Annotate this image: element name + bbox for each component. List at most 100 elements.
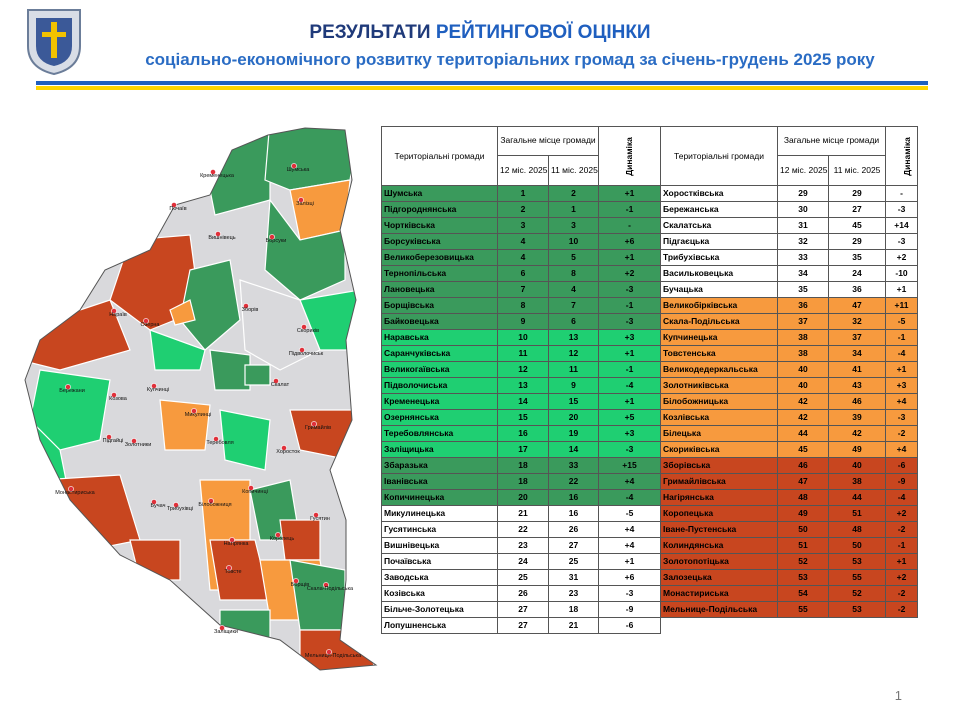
table-cell: 1	[497, 185, 549, 202]
table-cell: 50	[827, 537, 887, 554]
header-cell: Динаміка	[885, 126, 919, 186]
table-cell: 39	[827, 409, 887, 426]
table-cell: 10	[497, 329, 549, 346]
table-cell: 6	[547, 313, 600, 330]
map: Кременецька Шумська Почаїв Вишнівець Борсуки…	[24, 127, 377, 671]
table-cell: 46	[777, 457, 829, 474]
table-cell: +4	[885, 393, 919, 410]
table-row: Борщівська 8 7 -1	[381, 297, 662, 314]
map-label: Бережани	[59, 388, 85, 394]
map-dot	[106, 434, 112, 440]
stripe-blue	[36, 81, 928, 85]
table-cell: -	[885, 185, 919, 202]
table-cell: 11	[497, 345, 549, 362]
header-row: Територіальні громади Загальне місце гром…	[381, 126, 662, 186]
table-row: Білобожницька 42 46 +4	[660, 393, 919, 410]
table-row: Іване-Пустенська 50 48 -2	[660, 521, 919, 538]
table-cell: +1	[598, 553, 662, 570]
map-region	[289, 179, 351, 241]
map-label: Скала-Подільська	[307, 586, 354, 592]
table-cell: 35	[777, 281, 829, 298]
map-region	[169, 299, 196, 326]
map-dot	[275, 532, 281, 538]
map-dot	[298, 197, 304, 203]
table-cell: +2	[885, 569, 919, 586]
table-cell: Бучацька	[660, 281, 778, 298]
table-cell: 49	[827, 441, 887, 458]
table-cell: 25	[547, 553, 600, 570]
table-cell: Гусятинська	[381, 521, 498, 538]
table-cell: Хоростківська	[660, 185, 778, 202]
map-label: Вишнівець	[208, 235, 235, 241]
table-cell: +1	[598, 185, 662, 202]
table-cell: 42	[827, 425, 887, 442]
table-row: Чортківська 3 3-	[381, 217, 662, 234]
table-cell: 21	[547, 617, 600, 634]
table-cell: Великодедеркальська	[660, 361, 778, 378]
table-row: Теребовлянська 16 19 +3	[381, 425, 662, 442]
table-cell: 24	[497, 553, 549, 570]
table-cell: 4	[547, 281, 600, 298]
header-cell: 11 міс. 2025	[827, 154, 887, 187]
table-cell: Скориківська	[660, 441, 778, 458]
table-cell: +1	[885, 281, 919, 298]
table-cell: -3	[598, 585, 662, 602]
table-cell: -1	[885, 329, 919, 346]
table-row: Золотопотіцька 52 53 +1	[660, 553, 919, 570]
table-cell: Великобірківська	[660, 297, 778, 314]
table-row: Золотниківська 40 43 +3	[660, 377, 919, 394]
map-label: Залізці	[296, 201, 314, 207]
title-part: РЕЗУЛЬТАТИ	[309, 22, 431, 43]
table-cell: 19	[547, 425, 600, 442]
table-cell: -2	[885, 601, 919, 618]
table-row: Васильковецька 34 24 -10	[660, 265, 919, 282]
map-label: Білобожниця	[198, 502, 231, 508]
table-cell: 20	[497, 489, 549, 506]
map-dot	[151, 499, 157, 505]
table-row: Великоберезовицька 4 5 +1	[381, 249, 662, 266]
table-row: Микулинецька 21 16 -5	[381, 505, 662, 522]
table-row: Білецька 44 42 -2	[660, 425, 919, 442]
table-cell: 42	[777, 393, 829, 410]
table-cell: 32	[827, 313, 887, 330]
table-cell: Зборівська	[660, 457, 778, 474]
map-label: Мельниця-Подільська	[305, 653, 362, 659]
table-cell: -10	[885, 265, 919, 282]
map-label: Заліщики	[214, 629, 238, 635]
map-label: Скориків	[297, 328, 319, 334]
map-label: Гримайлів	[305, 424, 331, 431]
table-cell: -	[598, 217, 662, 234]
table-row: Іванівська 18 22 +4	[381, 473, 662, 490]
table-cell: Мельнице-Подільська	[660, 601, 778, 618]
table-cell: -6	[885, 457, 919, 474]
table-cell: 12	[497, 361, 549, 378]
page-number: 1	[894, 688, 902, 703]
table-cell: +11	[885, 297, 919, 314]
map-label: Гусятин	[310, 516, 330, 522]
table-cell: Колиндянська	[660, 537, 778, 554]
table-cell: Білецька	[660, 425, 778, 442]
table-cell: Підгаєцька	[660, 233, 778, 250]
header-row: 12 міс. 2025 11 міс. 2025	[382, 154, 661, 187]
table-cell: 14	[547, 441, 600, 458]
table-cell: Теребовлянська	[381, 425, 498, 442]
map-region	[244, 364, 271, 386]
table-row: Підгаєцька 32 29 -3	[660, 233, 919, 250]
map-dot	[111, 392, 117, 398]
table-cell: 53	[827, 553, 887, 570]
table-cell: 18	[497, 473, 549, 490]
table-cell: +2	[885, 249, 919, 266]
table-cell: 10	[547, 233, 600, 250]
map-label: Товсте	[224, 569, 241, 575]
table-cell: 15	[547, 393, 600, 410]
table-row: Збаразька 18 33 +15	[381, 457, 662, 474]
table-cell: 23	[497, 537, 549, 554]
table-cell: Бережанська	[660, 201, 778, 218]
table-cell: Іванівська	[381, 473, 498, 490]
map-label: Микулинці	[185, 412, 211, 418]
table-cell: 47	[827, 297, 887, 314]
table-row: Підгороднянська 2 1 -1	[381, 201, 662, 218]
table-cell: 47	[777, 473, 829, 490]
table-cell: 21	[497, 505, 549, 522]
table-row: Трибухівська 33 35 +2	[660, 249, 919, 266]
